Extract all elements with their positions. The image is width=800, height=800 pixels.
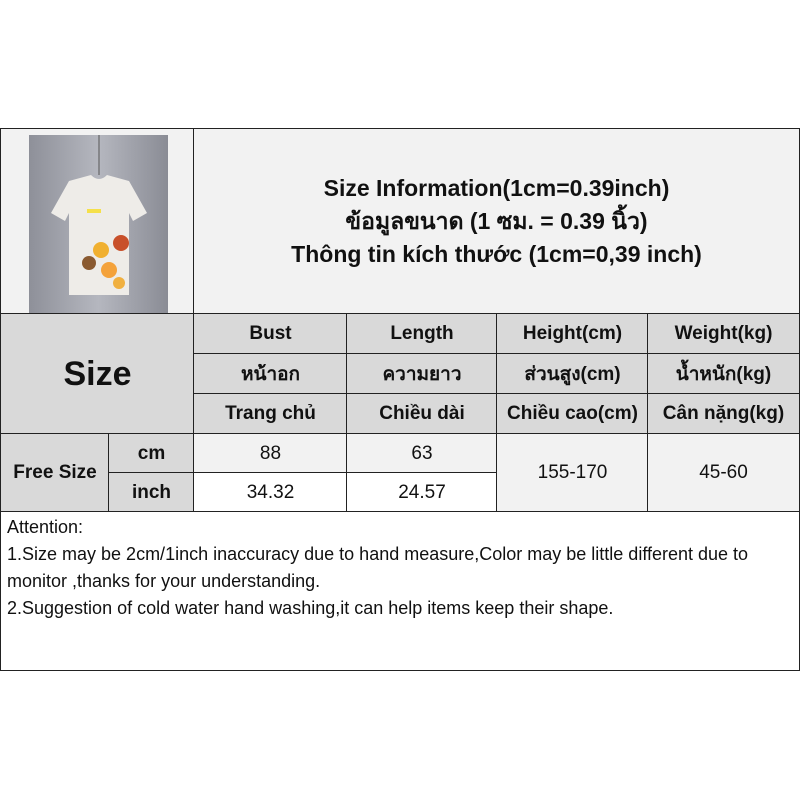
attention-line-1: 1.Size may be 2cm/1inch inaccuracy due t… xyxy=(7,544,749,591)
header-height-vi: Chiều cao(cm) xyxy=(496,393,649,435)
bust-inch: 34.32 xyxy=(193,472,348,513)
unit-inch: inch xyxy=(108,472,195,513)
attention-title: Attention: xyxy=(7,517,84,537)
header-length-vi: Chiều dài xyxy=(346,393,498,435)
bust-cm: 88 xyxy=(193,433,348,474)
size-header: Size xyxy=(0,313,195,435)
title-en: Size Information(1cm=0.39inch) xyxy=(323,175,670,201)
header-length-en: Length xyxy=(346,313,498,355)
height-range: 155-170 xyxy=(496,433,649,513)
title-vi: Thông tin kích thước (1cm=0,39 inch) xyxy=(291,241,702,267)
header-bust-vi: Trang chủ xyxy=(193,393,348,435)
attention-notes: Attention: 1.Size may be 2cm/1inch inacc… xyxy=(0,511,800,671)
free-size-label: Free Size xyxy=(0,433,110,513)
header-bust-en: Bust xyxy=(193,313,348,355)
length-inch: 24.57 xyxy=(346,472,498,513)
weight-range: 45-60 xyxy=(647,433,800,513)
title-th: ข้อมูลขนาด (1 ซม. = 0.39 นิ้ว) xyxy=(345,208,648,234)
product-photo xyxy=(29,135,168,316)
header-height-en: Height(cm) xyxy=(496,313,649,355)
unit-cm: cm xyxy=(108,433,195,474)
header-height-th: ส่วนสูง(cm) xyxy=(496,353,649,395)
attention-line-2: 2.Suggestion of cold water hand washing,… xyxy=(7,598,614,618)
length-cm: 63 xyxy=(346,433,498,474)
header-weight-vi: Cân nặng(kg) xyxy=(647,393,800,435)
header-bust-th: หน้าอก xyxy=(193,353,348,395)
product-image-cell xyxy=(0,128,195,316)
header-weight-en: Weight(kg) xyxy=(647,313,800,355)
header-weight-th: น้ำหนัก(kg) xyxy=(647,353,800,395)
size-info-title: Size Information(1cm=0.39inch) ข้อมูลขนา… xyxy=(193,128,800,315)
header-length-th: ความยาว xyxy=(346,353,498,395)
